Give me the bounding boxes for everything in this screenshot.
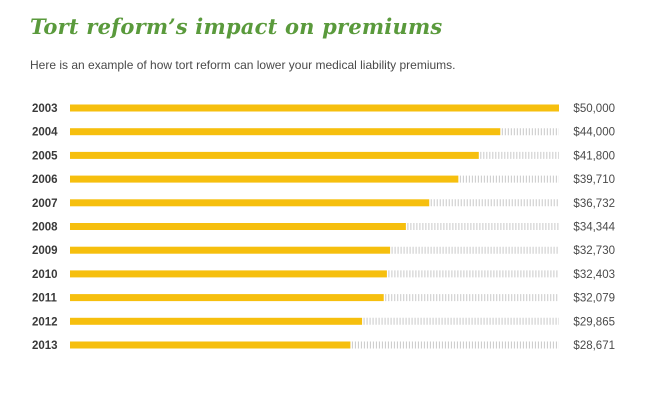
year-label-2009: 2009 (32, 245, 58, 257)
bar-2011 (70, 294, 384, 302)
bar-2013 (70, 341, 351, 349)
year-label-2013: 2013 (32, 340, 58, 352)
year-label-2005: 2005 (32, 150, 58, 162)
year-label-2006: 2006 (32, 174, 58, 186)
bar-2012 (70, 317, 363, 325)
year-label-2010: 2010 (32, 269, 58, 281)
year-label-2008: 2008 (32, 222, 58, 234)
value-label-2010: $32,403 (573, 269, 615, 281)
year-label-2007: 2007 (32, 198, 58, 210)
value-label-2006: $39,710 (573, 174, 615, 186)
value-label-2008: $34,344 (573, 222, 615, 234)
value-label-2004: $44,000 (573, 127, 615, 139)
bar-2005 (70, 151, 479, 159)
value-label-2012: $29,865 (573, 316, 615, 328)
value-label-2005: $41,800 (573, 150, 615, 162)
value-label-2009: $32,730 (573, 245, 615, 257)
bar-2007 (70, 199, 430, 207)
chart-subtitle: Here is an example of how tort reform ca… (30, 58, 456, 72)
value-label-2011: $32,079 (573, 293, 615, 305)
chart-title: Tort reform’s impact on premiums (30, 14, 443, 39)
bar-2010 (70, 270, 387, 278)
bar-2006 (70, 175, 459, 183)
value-label-2007: $36,732 (573, 198, 615, 210)
year-label-2004: 2004 (32, 127, 58, 139)
value-label-2003: $50,000 (573, 103, 615, 115)
value-label-2013: $28,671 (573, 340, 615, 352)
bar-2004 (70, 128, 501, 136)
year-label-2003: 2003 (32, 103, 58, 115)
bar-2008 (70, 223, 406, 230)
year-label-2012: 2012 (32, 316, 58, 328)
year-label-2011: 2011 (32, 293, 58, 305)
bar-2003 (70, 104, 559, 112)
bar-2009 (70, 246, 391, 254)
